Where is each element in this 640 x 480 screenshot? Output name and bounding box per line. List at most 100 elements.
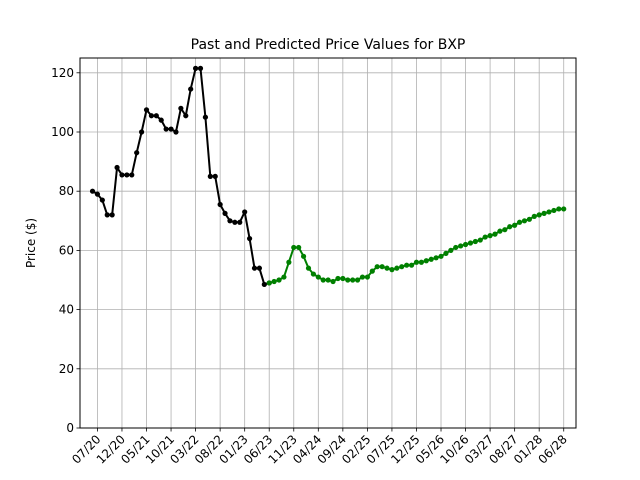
data-point (143, 107, 150, 113)
data-point (94, 191, 101, 197)
y-tick-label: 20 (59, 362, 74, 376)
data-point (139, 129, 145, 135)
data-point (246, 235, 253, 242)
data-point (119, 172, 125, 178)
data-point (212, 173, 218, 179)
y-tick-label: 0 (66, 421, 74, 435)
data-point (232, 219, 238, 225)
data-point (462, 241, 469, 248)
data-point (242, 209, 248, 215)
series-historical (89, 65, 272, 288)
data-point (153, 113, 159, 119)
data-point (330, 278, 336, 285)
chart-title: Past and Predicted Price Values for BXP (191, 37, 466, 53)
data-point (104, 212, 110, 218)
data-point (305, 265, 312, 271)
data-point (448, 247, 454, 253)
data-point (443, 250, 449, 256)
data-point (109, 212, 115, 218)
data-point (163, 126, 169, 132)
y-tick-label: 60 (59, 243, 74, 257)
y-axis: 0 20 40 60 80 100 120 (51, 66, 80, 435)
data-point (124, 172, 130, 178)
data-point (178, 105, 184, 111)
data-point (168, 126, 174, 132)
data-point (320, 277, 326, 283)
data-point (197, 65, 204, 71)
data-point (207, 173, 213, 179)
data-point (487, 233, 493, 239)
data-point (389, 267, 395, 273)
data-point (561, 206, 567, 212)
data-point (261, 281, 267, 288)
data-point (477, 237, 483, 243)
y-tick-label: 40 (59, 303, 74, 317)
data-point (458, 243, 464, 249)
data-point (536, 212, 542, 218)
data-point (271, 278, 277, 285)
data-point (438, 253, 444, 259)
data-point (399, 264, 405, 270)
data-point (281, 274, 287, 280)
data-point (418, 259, 424, 265)
data-point (531, 213, 537, 219)
data-point (541, 210, 547, 216)
data-point (413, 259, 420, 265)
plot-frame (79, 57, 577, 429)
data-point (516, 219, 523, 225)
data-point (482, 234, 488, 240)
data-point (340, 275, 346, 282)
data-point (89, 188, 96, 194)
data-point (428, 256, 434, 262)
data-point (404, 262, 410, 268)
data-point (369, 268, 375, 274)
data-point (256, 265, 262, 271)
data-point (453, 244, 459, 251)
data-point (310, 271, 316, 277)
data-point (556, 206, 562, 212)
data-point (276, 277, 282, 283)
data-point (472, 238, 478, 245)
series-layer (89, 65, 567, 288)
y-tick-label: 80 (59, 184, 74, 198)
data-point (521, 218, 528, 224)
data-point (433, 255, 439, 261)
data-point (286, 259, 292, 265)
data-point (350, 277, 356, 283)
data-point (99, 197, 105, 203)
data-point (467, 240, 474, 246)
data-point (315, 274, 321, 280)
data-point (296, 244, 302, 251)
y-tick-label: 120 (51, 66, 74, 80)
data-point (423, 258, 429, 264)
data-point (502, 227, 508, 233)
data-point (526, 216, 532, 222)
data-point (335, 275, 341, 282)
data-point (222, 210, 228, 216)
data-point (183, 113, 189, 119)
data-point (325, 277, 331, 283)
data-point (291, 244, 297, 251)
data-point (551, 207, 557, 214)
data-point (227, 218, 233, 224)
data-point (379, 264, 385, 270)
y-axis-label: Price ($) (24, 218, 38, 268)
data-point (546, 209, 552, 215)
y-tick-label: 100 (51, 125, 74, 139)
data-point (512, 222, 518, 228)
data-point (345, 277, 351, 283)
data-point (202, 114, 209, 120)
data-point (188, 86, 194, 92)
data-point (300, 253, 307, 259)
series-predicted (266, 206, 567, 286)
data-point (408, 262, 415, 268)
data-point (364, 274, 370, 280)
data-point (266, 280, 272, 286)
data-point (497, 228, 503, 234)
data-point (134, 150, 140, 156)
data-point (173, 129, 179, 135)
data-point (192, 65, 199, 71)
data-point (394, 265, 400, 271)
